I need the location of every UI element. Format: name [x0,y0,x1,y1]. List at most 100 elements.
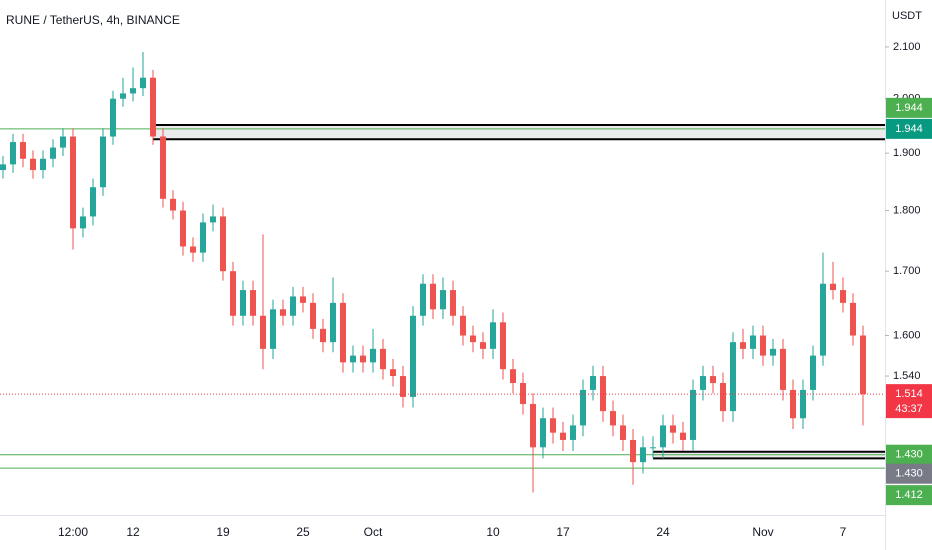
price-label: 1.944 [895,102,923,114]
candle-body [690,389,696,440]
candle-body [100,136,106,188]
x-tick-label: 7 [840,525,847,539]
candle-body [850,302,856,336]
candle-body [720,382,726,412]
candle-body [420,283,426,316]
candle-body [270,309,276,349]
candle-body [480,342,486,349]
x-tick-label: 12 [126,525,140,539]
candle-body [200,222,206,253]
x-tick-label: 24 [656,525,670,539]
candle-body [310,302,316,329]
x-tick-label: 17 [556,525,570,539]
candle-body [670,425,676,433]
candle-body [170,198,176,211]
candle-body [800,389,806,419]
candle-body [790,389,796,419]
candle-body [20,142,26,159]
candle-body [30,158,36,171]
candle-body [540,418,546,448]
candle-body [430,283,436,310]
candle-body [140,77,146,89]
candle-body [330,302,336,343]
candle-body [780,348,786,390]
countdown: 43:37 [895,403,923,415]
candle-body [660,425,666,448]
y-tick-label: 1.600 [893,329,921,341]
candle-body [70,136,76,229]
candle-body [620,425,626,440]
candle-body [550,418,556,433]
price-label: 1.430 [895,468,923,480]
candle-body [60,136,66,148]
candle-body [160,136,166,199]
candle-body [600,376,606,412]
candle-body [0,164,6,171]
price-label-bg [886,118,932,139]
candle-body [130,88,136,94]
candle-body [80,216,86,229]
candle-body [750,335,756,349]
price-label: 1.412 [895,489,923,501]
x-tick-label: 25 [296,525,310,539]
candle-body [580,389,586,426]
x-tick-label: Nov [752,525,773,539]
candle-body [10,142,16,165]
candle-body [320,328,326,343]
x-tick-label: Oct [364,525,383,539]
candle-body [840,290,846,303]
candle-body [390,369,396,377]
candle-body [830,283,836,291]
candle-body [400,376,406,397]
candle-body [710,376,716,383]
candle-body [230,271,236,316]
y-tick-label: 1.700 [893,265,921,277]
price-label-bg [886,384,932,419]
candle-body [460,315,466,336]
candle-body [860,335,866,395]
price-label: 1.514 [895,388,923,400]
x-tick-label: 10 [486,525,500,539]
zone [153,125,885,140]
candle-body [90,187,96,217]
candle-body [470,335,476,343]
candle-body [280,309,286,316]
candle-body [680,432,686,440]
candle-body [350,355,356,363]
candle-body [570,425,576,440]
candle-body [250,290,256,316]
price-label-bg [886,463,932,484]
candle-body [260,315,266,349]
y-tick-label: 1.900 [893,147,921,159]
x-tick-label: 12:00 [58,525,88,539]
candle-body [370,348,376,363]
candle-body [770,348,776,356]
price-label: 1.430 [895,449,923,461]
candle-body [590,376,596,390]
y-tick-label: 1.540 [893,370,921,382]
candle-body [40,158,46,171]
candle-body [500,322,506,370]
candle-body [240,290,246,316]
y-tick-label: 1.800 [893,204,921,216]
candle-body [50,147,56,159]
currency-label: USDT [892,10,922,22]
candle-body [180,210,186,247]
candle-body [360,355,366,363]
candle-body [610,411,616,426]
candle-body [640,447,646,463]
candle-body [810,355,816,390]
candle-body [820,283,826,356]
candle-body [190,246,196,253]
candle-body [340,302,346,363]
price-label: 1.944 [895,123,923,135]
candle-body [530,403,536,448]
candle-body [120,93,126,99]
candle-body [300,296,306,303]
candle-body [210,216,216,223]
candle-body [740,342,746,349]
candle-body [410,315,416,397]
candle-body [730,342,736,412]
